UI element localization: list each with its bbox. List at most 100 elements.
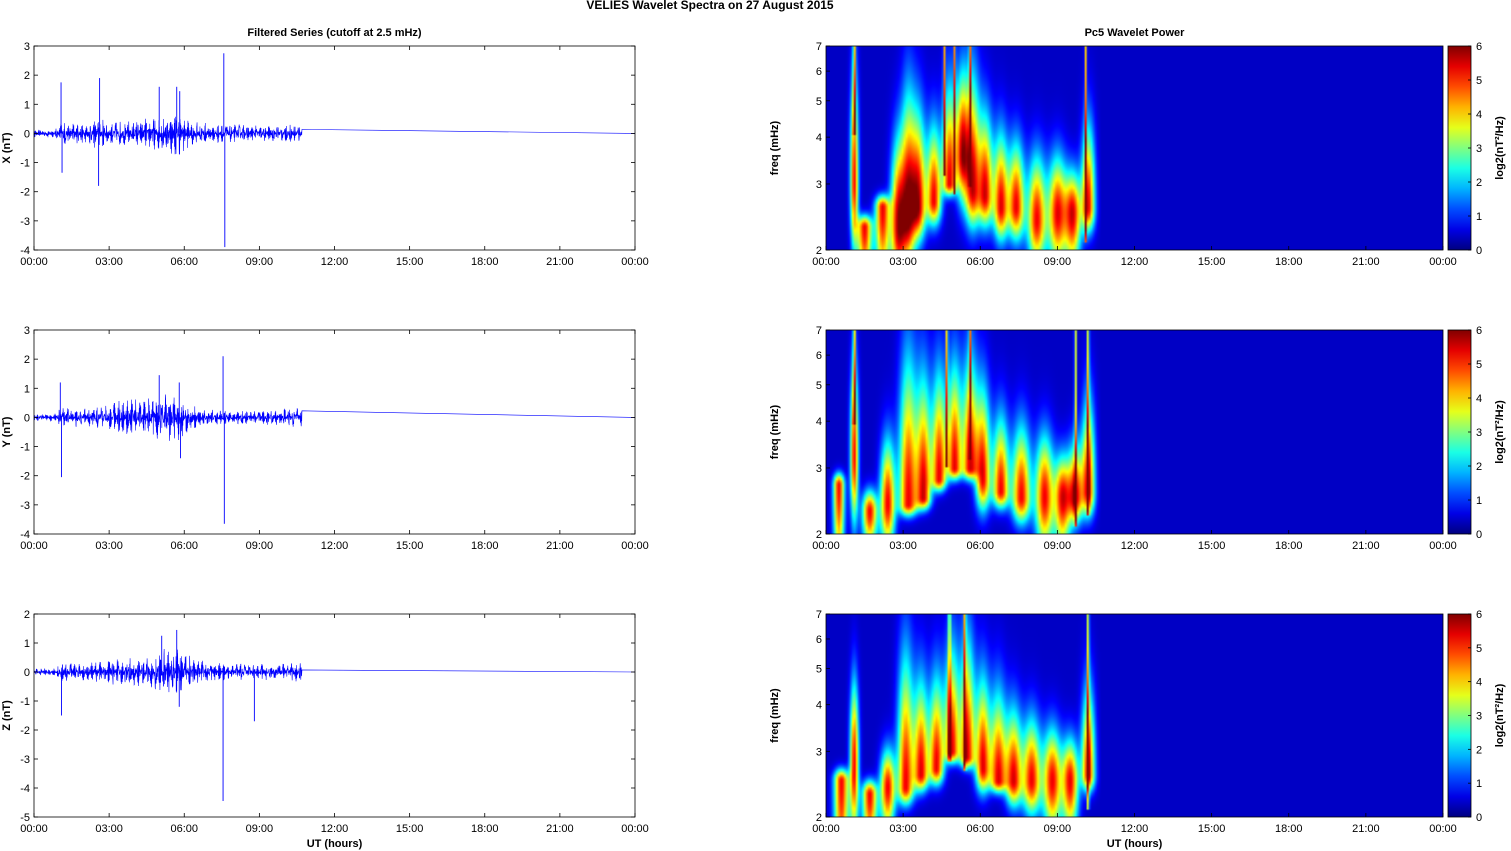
- colorbar-tick-label: 4: [1476, 393, 1482, 405]
- y-tick-label: -4: [20, 783, 30, 795]
- x-tick-label: 18:00: [1275, 540, 1303, 552]
- y-tick-label: 4: [816, 132, 822, 144]
- x-tick-label: 06:00: [170, 540, 198, 552]
- x-tick-label: 21:00: [1352, 256, 1380, 268]
- x-tick-label: 00:00: [812, 540, 840, 552]
- y-tick-label: 6: [816, 350, 822, 362]
- y-tick-label: 7: [816, 41, 822, 53]
- colorbar-tick-label: 5: [1476, 643, 1482, 655]
- x-tick-label: 03:00: [95, 823, 123, 835]
- x-tick-label: 00:00: [1429, 540, 1457, 552]
- y-tick-label: 5: [816, 96, 822, 108]
- x-tick-label: 09:00: [1044, 540, 1072, 552]
- y-tick-label: 0: [24, 412, 30, 424]
- y-tick-label: -3: [20, 500, 30, 512]
- y-tick-label: 5: [816, 664, 822, 676]
- signal-trace: [33, 116, 636, 155]
- signal-trace: [33, 648, 636, 693]
- colorbar-tick-label: 3: [1476, 711, 1482, 723]
- panel-title: Pc5 Wavelet Power: [1085, 27, 1186, 39]
- x-tick-label: 00:00: [812, 823, 840, 835]
- colorbar-tick-label: 2: [1476, 461, 1482, 473]
- colorbar: 6 5 4 3 2 1 0 log2(nT²/Hz): [1447, 41, 1506, 257]
- x-tick-label: 06:00: [966, 256, 994, 268]
- wavelet-panel-3: 7 6 5 4 3 2 freq (mHz) 6 5 4 3 2 1 0 log2(nT²/Hz) 00:00…: [769, 609, 1506, 850]
- y-tick-label: 1: [24, 638, 30, 650]
- wavelet-power-map: [826, 614, 1443, 817]
- colorbar-label: log2(nT²/Hz): [1494, 400, 1506, 464]
- x-tick-label: 12:00: [321, 256, 349, 268]
- x-axis-label: UT (hours): [307, 838, 363, 850]
- colorbar-tick-label: 0: [1476, 812, 1482, 824]
- colorbar-tick-label: 4: [1476, 109, 1482, 121]
- y-tick-label: 4: [816, 700, 822, 712]
- colorbar-scale: [1447, 45, 1472, 251]
- colorbar-tick-label: 3: [1476, 427, 1482, 439]
- x-tick-label: 03:00: [889, 256, 917, 268]
- x-tick-label: 03:00: [889, 823, 917, 835]
- y-tick-label: 0: [24, 667, 30, 679]
- x-tick-label: 18:00: [1275, 823, 1303, 835]
- y-tick-label: 2: [24, 354, 30, 366]
- y-tick-label: -2: [20, 471, 30, 483]
- y-axis-label: Z (nT): [1, 700, 13, 731]
- x-tick-label: 00:00: [621, 256, 649, 268]
- y-tick-label: -2: [20, 187, 30, 199]
- y-tick-label: 1: [24, 99, 30, 111]
- y-tick-label: -3: [20, 754, 30, 766]
- x-tick-label: 18:00: [471, 540, 499, 552]
- y-tick-label: -1: [20, 158, 30, 170]
- colorbar-label: log2(nT²/Hz): [1494, 683, 1506, 747]
- plot-background: [34, 46, 635, 250]
- x-tick-label: 06:00: [170, 256, 198, 268]
- colorbar-tick-label: 1: [1476, 211, 1482, 223]
- x-tick-label: 09:00: [1044, 256, 1072, 268]
- x-tick-label: 06:00: [966, 540, 994, 552]
- x-tick-label: 15:00: [1198, 823, 1226, 835]
- y-tick-label: -1: [20, 696, 30, 708]
- x-tick-label: 15:00: [396, 823, 424, 835]
- y-tick-label: -3: [20, 216, 30, 228]
- series-panel-3: 2 1 0 -1 -2 -3 -4 -5 Z (nT) 00:00 03:00 06:00 09:00 1…: [1, 609, 649, 850]
- plot-background: [34, 330, 635, 534]
- x-tick-label: 00:00: [20, 823, 48, 835]
- colorbar-tick-label: 2: [1476, 744, 1482, 756]
- x-tick-label: 03:00: [95, 540, 123, 552]
- x-tick-label: 00:00: [621, 540, 649, 552]
- y-tick-label: 6: [816, 66, 822, 78]
- x-tick-label: 00:00: [20, 540, 48, 552]
- wavelet-power-map: [826, 330, 1443, 534]
- colorbar-scale: [1447, 613, 1472, 818]
- y-axis-label: freq (mHz): [769, 120, 781, 175]
- colorbar-tick-label: 1: [1476, 495, 1482, 507]
- x-tick-label: 00:00: [1429, 256, 1457, 268]
- colorbar-label: log2(nT²/Hz): [1494, 116, 1506, 180]
- x-tick-label: 18:00: [471, 256, 499, 268]
- y-tick-label: 1: [24, 383, 30, 395]
- y-tick-label: -5: [20, 812, 30, 824]
- y-axis-label: X (nT): [1, 132, 13, 163]
- x-tick-label: 18:00: [1275, 256, 1303, 268]
- colorbar-tick-label: 6: [1476, 325, 1482, 337]
- x-tick-label: 15:00: [396, 256, 424, 268]
- x-tick-label: 18:00: [471, 823, 499, 835]
- x-tick-label: 21:00: [546, 823, 574, 835]
- y-tick-label: 2: [24, 609, 30, 621]
- y-tick-label: 3: [816, 463, 822, 475]
- y-tick-label: 3: [816, 179, 822, 191]
- x-tick-label: 21:00: [1352, 540, 1380, 552]
- x-tick-label: 12:00: [321, 823, 349, 835]
- x-tick-label: 12:00: [1121, 823, 1149, 835]
- colorbar-tick-label: 0: [1476, 529, 1482, 541]
- x-tick-label: 03:00: [95, 256, 123, 268]
- y-tick-label: -4: [20, 245, 30, 257]
- x-tick-label: 06:00: [170, 823, 198, 835]
- plot-background: [34, 614, 635, 817]
- x-tick-label: 00:00: [20, 256, 48, 268]
- y-axis-label: freq (mHz): [769, 404, 781, 459]
- x-tick-label: 06:00: [966, 823, 994, 835]
- y-axis-label: freq (mHz): [769, 688, 781, 743]
- colorbar: 6 5 4 3 2 1 0 log2(nT²/Hz): [1447, 609, 1506, 824]
- y-tick-label: 2: [816, 812, 822, 824]
